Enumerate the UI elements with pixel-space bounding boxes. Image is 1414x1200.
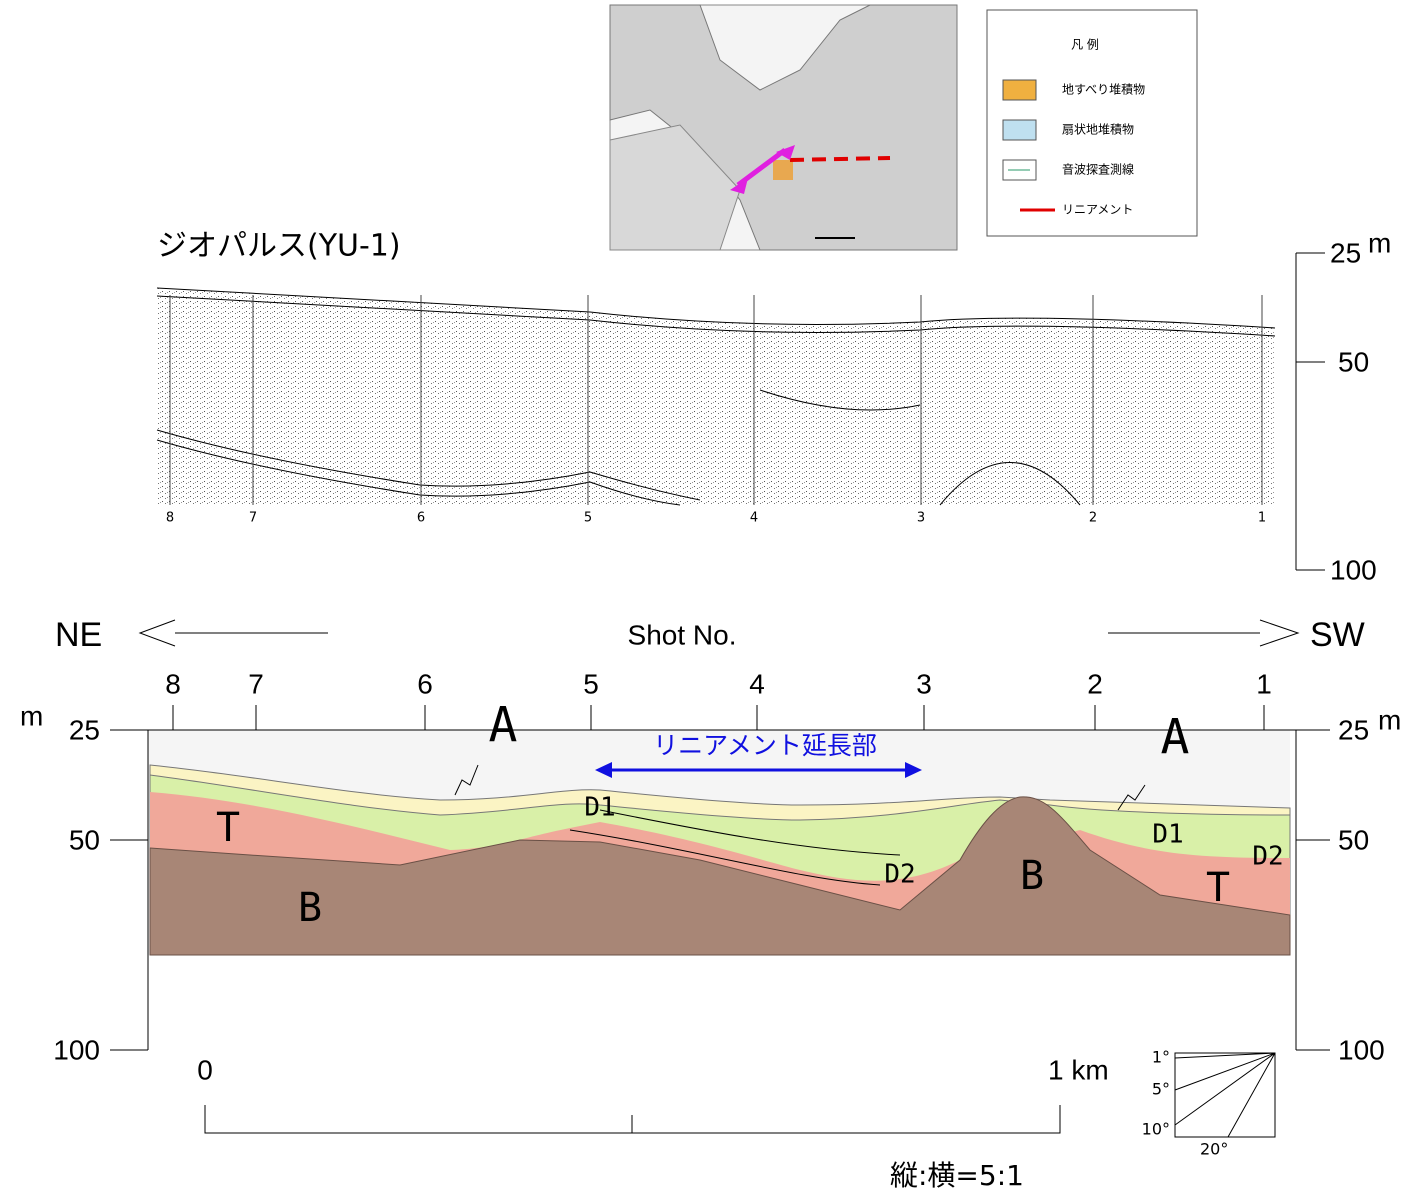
scale-start: 0 [197, 1054, 213, 1085]
shot-number: 5 [583, 668, 599, 699]
depth-label: 100 [1338, 1034, 1385, 1065]
legend: 凡 例 地すべり堆積物 扇状地堆積物 音波探査測線 リニアメント [987, 10, 1197, 236]
annotation: リニアメント延長部 [653, 731, 877, 760]
layer-label: T [1206, 865, 1230, 911]
slope-label: 5° [1152, 1080, 1170, 1099]
layer-label: A [489, 697, 518, 753]
shot-number: 4 [749, 668, 765, 699]
depth-unit: m [1368, 227, 1391, 258]
layer-label: D1 [1152, 820, 1183, 850]
depth-label: 100 [53, 1034, 100, 1065]
legend-item: 音波探査測線 [1062, 162, 1134, 177]
map-landslide [773, 160, 793, 180]
layer-label: T [216, 805, 240, 851]
shot-number: 6 [417, 668, 433, 699]
layer-label: D1 [584, 793, 615, 823]
layer-label: D2 [884, 860, 915, 890]
depth-label: 50 [1338, 346, 1369, 377]
depth-label: 25 [1338, 714, 1369, 745]
shot-number: 2 [1089, 511, 1097, 526]
exaggeration: 縦:横=5:1 [890, 1159, 1024, 1192]
slope-lines [1175, 1053, 1275, 1137]
layer-label: B [1020, 853, 1044, 899]
shot-number: 5 [584, 511, 592, 526]
shot-ticks: 8 7 6 5 4 3 2 1 [165, 668, 1272, 730]
legend-swatch [1003, 80, 1036, 100]
shot-number: 3 [916, 668, 932, 699]
shot-number: 3 [917, 511, 925, 526]
arrow-right [1108, 620, 1298, 646]
depth-label: 50 [1338, 824, 1369, 855]
seismic-depth-scale: 25 m 50 100 [1296, 227, 1391, 585]
arrow-left [140, 620, 328, 646]
layer-label: A [1161, 709, 1190, 765]
legend-title: 凡 例 [1071, 38, 1099, 52]
slope-label: 20° [1200, 1140, 1228, 1159]
layer-label: B [298, 885, 322, 931]
axis-title: Shot No. [628, 619, 737, 650]
depth-unit: m [20, 700, 43, 731]
shot-number: 7 [248, 668, 264, 699]
shot-number: 8 [165, 668, 181, 699]
shot-number: 8 [166, 511, 174, 526]
slope-label: 1° [1152, 1048, 1170, 1067]
location-map [610, 5, 957, 250]
depth-label: 50 [69, 824, 100, 855]
scale-line [205, 1105, 1060, 1133]
scale-bar: 0 1 km 縦:横=5:1 [197, 1054, 1108, 1192]
shot-number: 4 [750, 511, 758, 526]
direction-sw: SW [1310, 616, 1365, 654]
shot-number: 1 [1256, 668, 1272, 699]
direction-ne: NE [55, 616, 102, 654]
seismic-title: ジオパルス(YU-1) [157, 229, 401, 264]
shot-number: 1 [1258, 511, 1266, 526]
slope-diagram: 1° 5° 10° 20° [1142, 1048, 1275, 1159]
shot-number: 7 [249, 511, 257, 526]
depth-label: 100 [1330, 554, 1377, 585]
seismic-image [157, 288, 1275, 505]
figure: 凡 例 地すべり堆積物 扇状地堆積物 音波探査測線 リニアメント ジオパルス(Y… [0, 0, 1414, 1200]
depth-label: 25 [1330, 237, 1361, 268]
legend-item: リニアメント [1062, 203, 1133, 217]
layer-label: D2 [1252, 842, 1283, 872]
shot-number: 6 [417, 511, 425, 526]
slope-label: 10° [1142, 1120, 1170, 1139]
shot-number: 2 [1087, 668, 1103, 699]
legend-item: 扇状地堆積物 [1062, 122, 1134, 137]
legend-swatch [1003, 120, 1036, 140]
depth-label: 25 [69, 714, 100, 745]
scale-end: 1 km [1048, 1054, 1109, 1085]
depth-unit: m [1378, 704, 1401, 735]
seismic-record: 8 7 6 5 4 3 2 1 [157, 288, 1275, 526]
legend-item: 地すべり堆積物 [1062, 82, 1145, 97]
